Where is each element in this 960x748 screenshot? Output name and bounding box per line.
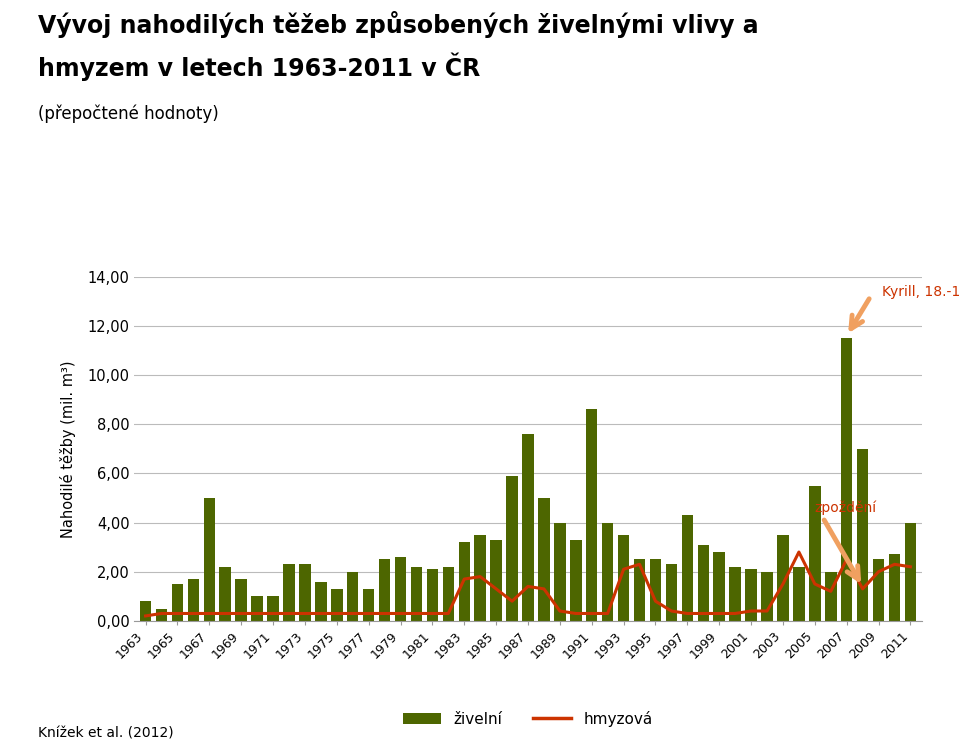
Bar [187,579,199,621]
Bar [698,545,709,621]
Bar [363,589,374,621]
Bar [379,560,391,621]
Bar [682,515,693,621]
Bar [539,498,550,621]
Bar [426,569,438,621]
Bar [841,338,852,621]
Bar [235,579,247,621]
Bar [634,560,645,621]
Bar [857,449,869,621]
Legend: živelní, hmyzová: živelní, hmyzová [397,705,659,733]
Bar [745,569,756,621]
Bar [650,560,661,621]
Bar [140,601,152,621]
Bar [761,571,773,621]
Bar [300,564,311,621]
Bar [570,540,582,621]
Text: Vývoj nahodilých těžeb způsobených živelnými vlivy a: Vývoj nahodilých těžeb způsobených živel… [38,11,759,38]
Text: zpoždění: zpoždění [815,500,876,515]
Y-axis label: Nahodilé těžby (mil. m³): Nahodilé těžby (mil. m³) [60,360,77,538]
Bar [506,476,517,621]
Bar [793,567,804,621]
Bar [172,584,183,621]
Text: Knížek et al. (2012): Knížek et al. (2012) [38,726,174,741]
Bar [665,564,677,621]
Bar [730,567,741,621]
Bar [283,564,295,621]
Bar [491,540,502,621]
Bar [459,542,470,621]
Bar [904,523,916,621]
Bar [713,552,725,621]
Bar [395,557,406,621]
Bar [873,560,884,621]
Bar [554,523,565,621]
Bar [347,571,358,621]
Bar [331,589,343,621]
Bar [474,535,486,621]
Bar [267,596,278,621]
Bar [252,596,263,621]
Bar [204,498,215,621]
Bar [411,567,422,621]
Bar [825,571,836,621]
Text: Kyrill, 18.-19.1.2007: Kyrill, 18.-19.1.2007 [882,284,960,298]
Bar [220,567,231,621]
Bar [586,409,597,621]
Bar [443,567,454,621]
Text: hmyzem v letech 1963-2011 v ČR: hmyzem v letech 1963-2011 v ČR [38,52,481,81]
Bar [889,554,900,621]
Bar [778,535,789,621]
Bar [522,434,534,621]
Bar [156,609,167,621]
Bar [809,485,821,621]
Bar [618,535,630,621]
Bar [602,523,613,621]
Text: (přepočtené hodnoty): (přepočtené hodnoty) [38,105,219,123]
Bar [315,581,326,621]
